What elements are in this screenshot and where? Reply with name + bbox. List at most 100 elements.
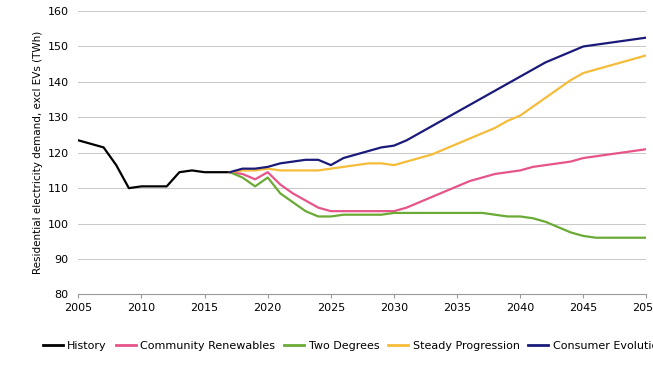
Community Renewables: [479, 175, 486, 180]
Community Renewables: [289, 191, 297, 196]
Consumer Evolution: [428, 124, 436, 128]
Steady Progression: [491, 126, 499, 130]
Line: Steady Progression: Steady Progression: [230, 55, 646, 172]
Community Renewables: [276, 183, 284, 187]
Community Renewables: [390, 209, 398, 213]
Two Degrees: [630, 236, 638, 240]
Community Renewables: [617, 151, 625, 155]
History: [188, 168, 196, 173]
Consumer Evolution: [567, 50, 575, 54]
Community Renewables: [314, 205, 322, 210]
Consumer Evolution: [441, 117, 449, 121]
Community Renewables: [503, 170, 511, 174]
Two Degrees: [415, 211, 423, 215]
Consumer Evolution: [503, 81, 511, 86]
History: [163, 184, 170, 188]
Two Degrees: [428, 211, 436, 215]
Steady Progression: [592, 67, 600, 72]
Community Renewables: [352, 209, 360, 213]
Consumer Evolution: [592, 42, 600, 47]
Consumer Evolution: [238, 166, 246, 171]
Consumer Evolution: [302, 158, 310, 162]
Steady Progression: [554, 87, 562, 91]
Steady Progression: [352, 163, 360, 167]
Two Degrees: [579, 234, 587, 238]
Steady Progression: [466, 137, 473, 141]
Two Degrees: [466, 211, 473, 215]
History: [74, 138, 82, 142]
Community Renewables: [251, 177, 259, 181]
Two Degrees: [302, 209, 310, 213]
Community Renewables: [643, 147, 650, 151]
Steady Progression: [605, 64, 613, 68]
Two Degrees: [390, 211, 398, 215]
Consumer Evolution: [352, 152, 360, 157]
Two Degrees: [377, 212, 385, 217]
Community Renewables: [554, 161, 562, 166]
Steady Progression: [479, 131, 486, 135]
Community Renewables: [491, 172, 499, 176]
Consumer Evolution: [479, 96, 486, 100]
Consumer Evolution: [579, 44, 587, 49]
Community Renewables: [453, 184, 461, 188]
Community Renewables: [327, 209, 335, 213]
Steady Progression: [579, 71, 587, 75]
Consumer Evolution: [453, 110, 461, 114]
History: [200, 170, 208, 174]
Steady Progression: [517, 113, 524, 118]
History: [87, 142, 95, 146]
Steady Progression: [302, 168, 310, 173]
History: [100, 145, 108, 150]
Community Renewables: [415, 200, 423, 205]
Consumer Evolution: [365, 149, 373, 153]
History: [112, 163, 120, 167]
History: [125, 186, 133, 190]
Community Renewables: [428, 195, 436, 199]
Steady Progression: [617, 60, 625, 65]
Two Degrees: [617, 236, 625, 240]
Steady Progression: [503, 118, 511, 123]
Consumer Evolution: [403, 138, 411, 142]
Two Degrees: [491, 212, 499, 217]
Consumer Evolution: [314, 158, 322, 162]
Two Degrees: [289, 200, 297, 205]
Steady Progression: [289, 168, 297, 173]
Line: Two Degrees: Two Degrees: [230, 172, 646, 238]
Steady Progression: [643, 53, 650, 57]
Community Renewables: [567, 159, 575, 164]
Steady Progression: [327, 166, 335, 171]
Community Renewables: [517, 168, 524, 173]
Community Renewables: [340, 209, 347, 213]
Community Renewables: [541, 163, 549, 167]
Steady Progression: [415, 156, 423, 160]
Steady Progression: [441, 147, 449, 151]
Two Degrees: [554, 225, 562, 229]
Community Renewables: [377, 209, 385, 213]
Two Degrees: [503, 214, 511, 219]
Two Degrees: [314, 214, 322, 219]
Two Degrees: [605, 236, 613, 240]
Community Renewables: [226, 170, 234, 174]
Steady Progression: [529, 105, 537, 109]
Two Degrees: [517, 214, 524, 219]
Two Degrees: [365, 212, 373, 217]
Consumer Evolution: [466, 103, 473, 107]
Steady Progression: [453, 142, 461, 146]
Steady Progression: [226, 170, 234, 174]
Two Degrees: [251, 184, 259, 188]
History: [150, 184, 158, 188]
Consumer Evolution: [541, 60, 549, 65]
Community Renewables: [605, 152, 613, 157]
History: [214, 170, 221, 174]
Community Renewables: [579, 156, 587, 160]
Two Degrees: [403, 211, 411, 215]
Consumer Evolution: [554, 55, 562, 59]
Consumer Evolution: [643, 35, 650, 40]
Two Degrees: [643, 236, 650, 240]
Community Renewables: [466, 179, 473, 183]
Consumer Evolution: [226, 170, 234, 174]
Two Degrees: [529, 216, 537, 220]
Consumer Evolution: [630, 37, 638, 42]
Community Renewables: [264, 170, 272, 174]
Community Renewables: [365, 209, 373, 213]
